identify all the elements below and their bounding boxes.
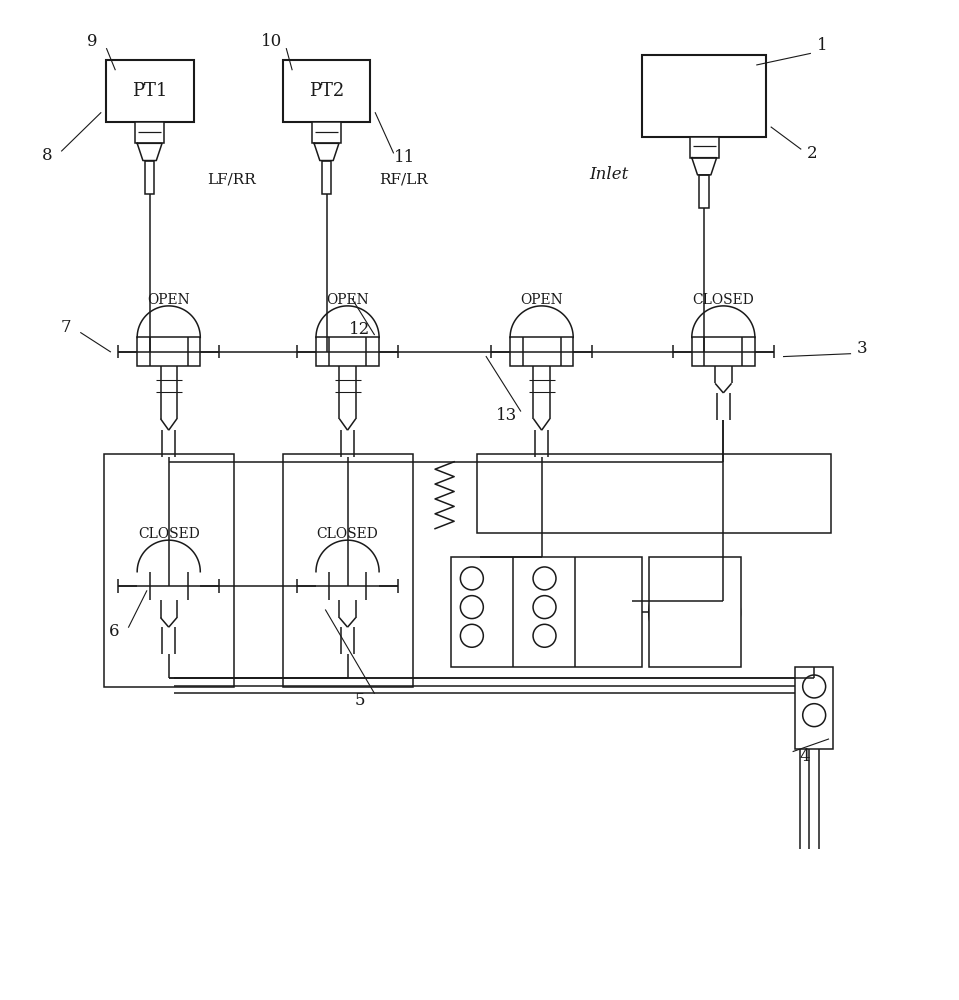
Bar xyxy=(691,337,755,366)
Text: Inlet: Inlet xyxy=(590,166,629,183)
Bar xyxy=(795,667,833,749)
Circle shape xyxy=(460,596,483,619)
Circle shape xyxy=(533,567,556,590)
Bar xyxy=(135,122,164,143)
Text: 1: 1 xyxy=(816,37,828,54)
Circle shape xyxy=(460,624,483,647)
Bar xyxy=(648,557,740,667)
Bar xyxy=(283,454,412,687)
Bar xyxy=(104,454,234,687)
Text: 7: 7 xyxy=(61,319,72,336)
Bar xyxy=(316,572,379,600)
Text: 5: 5 xyxy=(355,692,365,709)
Bar xyxy=(699,175,709,208)
Text: 13: 13 xyxy=(496,407,517,424)
Text: 4: 4 xyxy=(799,748,810,765)
Text: LF/RR: LF/RR xyxy=(207,173,256,187)
Text: 10: 10 xyxy=(262,33,283,50)
Text: CLOSED: CLOSED xyxy=(138,527,199,541)
Text: PT1: PT1 xyxy=(132,82,167,100)
Text: RF/LR: RF/LR xyxy=(379,173,428,187)
Bar xyxy=(137,337,200,366)
Bar xyxy=(321,161,331,194)
Bar xyxy=(316,337,379,366)
Text: CLOSED: CLOSED xyxy=(692,293,754,307)
Text: 3: 3 xyxy=(856,340,867,357)
Circle shape xyxy=(803,704,826,727)
Circle shape xyxy=(533,624,556,647)
Text: 8: 8 xyxy=(42,147,53,164)
Bar xyxy=(643,55,766,137)
Text: 12: 12 xyxy=(349,321,370,338)
Text: 9: 9 xyxy=(87,33,98,50)
Bar xyxy=(283,60,370,122)
Circle shape xyxy=(533,596,556,619)
Bar xyxy=(145,161,154,194)
Bar xyxy=(477,454,831,533)
Text: 2: 2 xyxy=(807,145,818,162)
Bar xyxy=(510,337,573,366)
Bar xyxy=(313,122,340,143)
Text: PT2: PT2 xyxy=(309,82,344,100)
Text: OPEN: OPEN xyxy=(326,293,369,307)
Text: CLOSED: CLOSED xyxy=(316,527,379,541)
Text: OPEN: OPEN xyxy=(148,293,190,307)
Text: 11: 11 xyxy=(394,149,415,166)
Bar xyxy=(690,137,718,158)
Bar xyxy=(137,572,200,600)
Circle shape xyxy=(803,675,826,698)
Bar xyxy=(105,60,194,122)
Text: OPEN: OPEN xyxy=(521,293,563,307)
Circle shape xyxy=(460,567,483,590)
Bar xyxy=(451,557,643,667)
Circle shape xyxy=(648,566,740,658)
Text: 6: 6 xyxy=(109,623,120,640)
